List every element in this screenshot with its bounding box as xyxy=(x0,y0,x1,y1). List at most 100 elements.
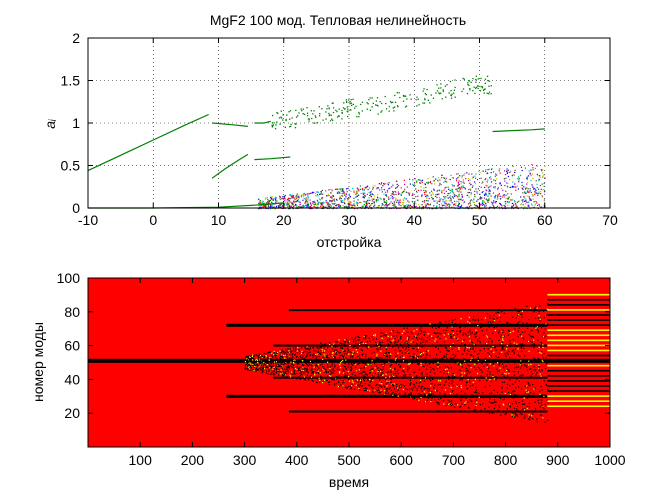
noise-point xyxy=(305,193,307,195)
noise-dot xyxy=(343,381,345,383)
series-point xyxy=(332,119,334,121)
noise-dot xyxy=(297,356,299,358)
noise-dot xyxy=(389,366,391,368)
series-point xyxy=(350,102,352,104)
series-point xyxy=(404,106,407,108)
noise-point xyxy=(392,193,394,195)
noise-dot xyxy=(287,366,289,368)
noise-point xyxy=(485,192,487,194)
noise-dot xyxy=(488,353,490,355)
noise-dot xyxy=(345,353,347,355)
noise-dot xyxy=(258,354,260,356)
noise-dot xyxy=(513,416,516,418)
noise-dot xyxy=(306,354,308,356)
noise-dot xyxy=(508,350,510,352)
noise-point xyxy=(525,187,527,189)
noise-dot xyxy=(430,380,432,382)
noise-point xyxy=(505,177,507,179)
series-point xyxy=(350,99,352,101)
noise-point xyxy=(513,174,515,176)
noise-point xyxy=(440,198,442,200)
noise-dot xyxy=(364,383,366,385)
noise-dot xyxy=(355,349,357,351)
noise-dot xyxy=(318,352,321,354)
noise-dot xyxy=(505,373,507,375)
noise-point xyxy=(388,188,390,190)
noise-dot xyxy=(351,368,353,370)
noise-dot xyxy=(469,371,471,373)
noise-dot xyxy=(376,383,378,386)
noise-point xyxy=(522,199,524,201)
noise-dot xyxy=(463,348,466,350)
bottom-x-tick-label: 900 xyxy=(546,452,570,468)
noise-point xyxy=(488,200,490,202)
noise-point xyxy=(332,195,335,197)
series-point xyxy=(360,103,362,106)
noise-point xyxy=(484,202,487,204)
noise-dot xyxy=(408,363,410,365)
noise-point xyxy=(499,172,501,174)
noise-dot xyxy=(430,393,433,395)
series-point xyxy=(450,97,453,99)
noise-point xyxy=(514,169,516,171)
series-point xyxy=(298,112,300,114)
noise-dot xyxy=(508,369,510,371)
noise-dot xyxy=(291,353,293,355)
noise-point xyxy=(319,193,321,196)
series-point xyxy=(440,87,442,89)
noise-point xyxy=(492,204,494,207)
noise-dot xyxy=(388,371,390,373)
noise-point xyxy=(403,202,405,204)
noise-dot xyxy=(444,332,446,334)
noise-dot xyxy=(244,368,246,370)
noise-point xyxy=(537,204,539,206)
noise-point xyxy=(321,204,323,206)
noise-point xyxy=(431,192,434,194)
noise-dot xyxy=(306,368,308,370)
noise-dot xyxy=(253,366,255,368)
noise-dot xyxy=(391,393,393,395)
noise-dot xyxy=(429,393,431,396)
noise-point xyxy=(371,202,373,205)
noise-dot xyxy=(400,360,402,362)
noise-point xyxy=(460,186,462,188)
noise-dot xyxy=(526,397,529,399)
noise-dot xyxy=(349,361,351,363)
noise-dot xyxy=(539,318,541,320)
mode-stripe xyxy=(547,349,610,352)
series-point xyxy=(344,108,346,110)
mode-stripe xyxy=(547,395,610,397)
series-point xyxy=(390,102,392,104)
noise-point xyxy=(542,176,544,178)
series-point xyxy=(288,111,290,113)
noise-dot xyxy=(399,365,401,368)
noise-dot xyxy=(389,376,391,378)
noise-point xyxy=(360,202,362,204)
noise-dot xyxy=(421,394,423,396)
noise-dot xyxy=(298,349,300,351)
noise-dot xyxy=(369,363,371,365)
noise-dot xyxy=(526,366,528,368)
series-point xyxy=(416,105,418,107)
noise-point xyxy=(444,180,446,182)
noise-dot xyxy=(439,321,441,323)
noise-dot xyxy=(528,350,530,352)
noise-dot xyxy=(400,350,402,352)
noise-dot xyxy=(527,386,529,388)
series-point xyxy=(389,100,392,103)
noise-point xyxy=(485,194,487,196)
noise-point xyxy=(540,188,542,190)
noise-dot xyxy=(281,349,283,351)
noise-dot xyxy=(298,353,301,355)
noise-dot xyxy=(495,355,497,357)
series-point xyxy=(486,92,488,94)
noise-point xyxy=(419,179,421,181)
noise-dot xyxy=(396,331,398,333)
noise-dot xyxy=(444,393,446,395)
noise-point xyxy=(456,195,458,197)
noise-dot xyxy=(526,407,528,410)
noise-point xyxy=(507,182,509,184)
noise-dot xyxy=(416,343,418,345)
noise-dot xyxy=(431,335,433,337)
noise-dot xyxy=(508,370,510,372)
